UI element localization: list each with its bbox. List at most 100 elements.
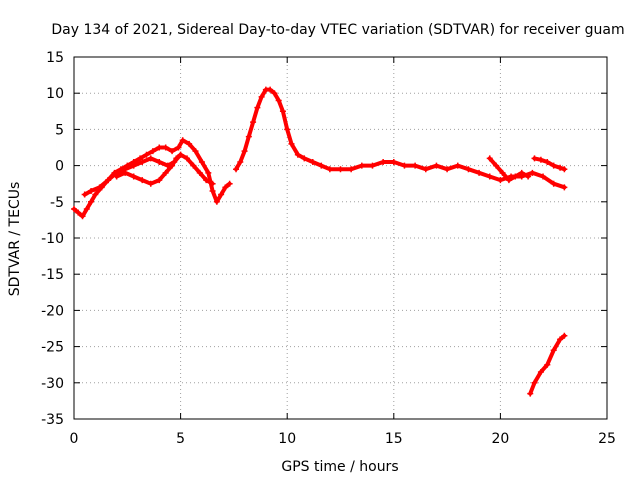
chart-title: Day 134 of 2021, Sidereal Day-to-day VTE… (51, 22, 624, 38)
x-tick-label: 0 (70, 431, 79, 447)
data-point-marker (318, 162, 325, 169)
data-point-marker (390, 158, 397, 165)
data-point-marker (337, 166, 344, 173)
data-point-marker (113, 173, 120, 180)
data-point-marker (75, 209, 82, 216)
data-point-marker (288, 140, 295, 147)
x-tick-label: 5 (176, 431, 185, 447)
data-point-marker (348, 166, 355, 173)
data-point-marker (162, 144, 169, 151)
y-tick-label: -10 (41, 231, 64, 247)
series-track-1 (71, 137, 233, 220)
data-point-marker (162, 169, 169, 176)
data-point-marker (271, 90, 278, 97)
data-point-marker (358, 162, 365, 169)
data-point-marker (186, 140, 193, 147)
data-point-marker (531, 155, 538, 162)
data-point-marker (205, 169, 212, 176)
series-line (234, 87, 567, 190)
data-point-marker (147, 155, 154, 162)
data-point-marker (561, 184, 568, 191)
y-tick-label: -20 (41, 303, 64, 319)
data-point-marker (222, 184, 229, 191)
data-point-marker (175, 144, 182, 151)
data-point-marker (137, 155, 144, 162)
data-point-marker (183, 155, 190, 162)
data-point-marker (550, 347, 557, 354)
data-point-marker (192, 148, 199, 155)
data-point-marker (465, 166, 472, 173)
data-point-marker (550, 162, 557, 169)
data-point-marker (233, 166, 240, 173)
data-point-marker (203, 177, 210, 184)
data-point-marker (544, 361, 551, 368)
data-point-marker (156, 144, 163, 151)
data-point-marker (241, 148, 248, 155)
data-point-marker (130, 173, 137, 180)
data-point-marker (250, 119, 257, 126)
data-point-marker (369, 162, 376, 169)
y-tick-label: -25 (41, 340, 64, 356)
y-tick-label: -35 (41, 412, 64, 428)
data-point-marker (92, 191, 99, 198)
data-point-marker (505, 177, 512, 184)
data-point-marker (226, 180, 233, 187)
data-point-marker (130, 162, 137, 169)
data-point-marker (83, 206, 90, 213)
data-point-marker (275, 97, 282, 104)
data-point-marker (493, 162, 500, 169)
data-point-marker (412, 162, 419, 169)
series-track-2 (81, 151, 216, 198)
data-series (71, 86, 568, 397)
data-point-marker (169, 148, 176, 155)
data-point-marker (525, 173, 532, 180)
data-point-marker (105, 177, 112, 184)
data-point-marker (177, 151, 184, 158)
data-point-marker (537, 368, 544, 375)
y-tick-label: 0 (55, 159, 64, 175)
data-point-marker (139, 177, 146, 184)
series-line (82, 152, 215, 197)
data-point-marker (279, 108, 286, 115)
data-point-marker (284, 126, 291, 133)
series-track-5 (486, 155, 532, 184)
data-point-marker (309, 158, 316, 165)
data-point-marker (147, 180, 154, 187)
data-point-marker (156, 158, 163, 165)
data-point-marker (196, 169, 203, 176)
data-point-marker (476, 169, 483, 176)
data-point-marker (444, 166, 451, 173)
data-point-marker (380, 158, 387, 165)
data-point-marker (88, 198, 95, 205)
data-point-marker (254, 104, 261, 111)
series-track-6 (531, 155, 568, 173)
y-tick-label: 10 (46, 86, 64, 102)
data-point-marker (561, 166, 568, 173)
data-point-marker (237, 158, 244, 165)
data-point-marker (213, 198, 220, 205)
data-point-marker (561, 332, 568, 339)
data-point-marker (122, 169, 129, 176)
y-tick-label: -15 (41, 267, 64, 283)
data-point-marker (401, 162, 408, 169)
data-point-marker (557, 336, 564, 343)
data-point-marker (499, 169, 506, 176)
data-point-marker (96, 184, 103, 191)
x-tick-label: 20 (491, 431, 509, 447)
data-point-marker (190, 162, 197, 169)
data-point-marker (529, 169, 536, 176)
y-tick-label: 15 (46, 50, 64, 66)
series-line (114, 152, 183, 186)
x-tick-label: 10 (278, 431, 296, 447)
data-point-marker (540, 173, 547, 180)
data-point-marker (143, 151, 150, 158)
data-point-marker (544, 158, 551, 165)
data-point-marker (497, 177, 504, 184)
data-point-marker (486, 155, 493, 162)
series-track-7 (527, 332, 568, 397)
x-tick-label: 15 (385, 431, 403, 447)
axis-ticks: 0 5 10 15 20 25 15 10 5 0 -5 -10 -15 -20 -25 -30 -35 (41, 50, 616, 447)
data-point-marker (179, 137, 186, 144)
series-track-4 (233, 86, 568, 191)
